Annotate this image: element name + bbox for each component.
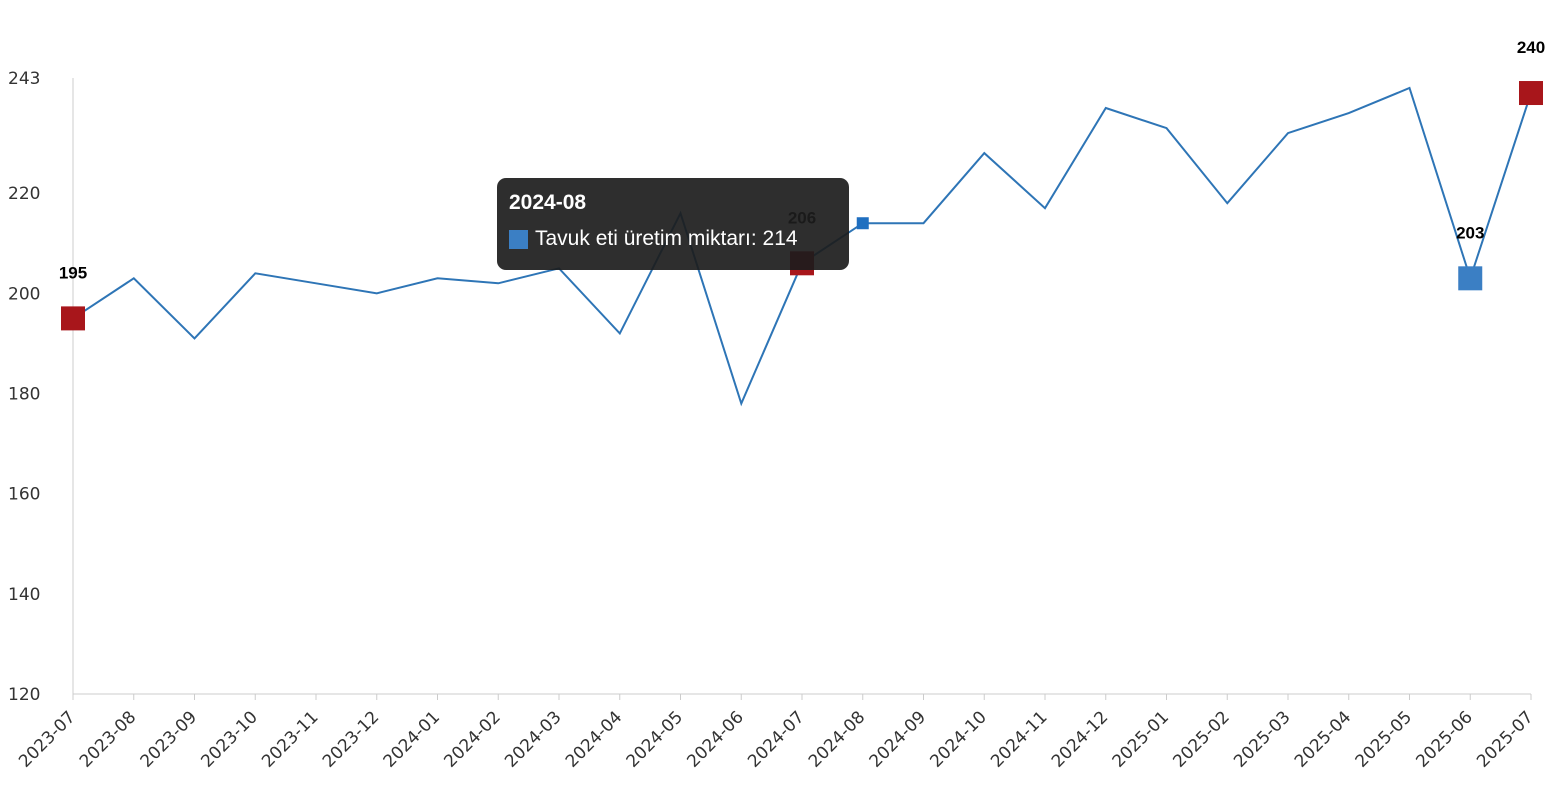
- x-tick-label: 2024-12: [1048, 707, 1112, 771]
- x-tick-label: 2025-03: [1230, 707, 1294, 771]
- tooltip-value-text: Tavuk eti üretim miktarı: 214: [535, 227, 798, 250]
- y-tick-label: 243: [8, 69, 40, 89]
- x-tick-label: 2024-03: [501, 707, 565, 771]
- tooltip-row: Tavuk eti üretim miktarı: 214: [509, 225, 837, 253]
- point-label: 240: [1517, 38, 1545, 57]
- x-tick-label: 2025-04: [1291, 707, 1355, 771]
- highlight-marker: [1519, 81, 1543, 106]
- x-tick-label: 2024-10: [926, 707, 990, 771]
- y-tick-label: 220: [8, 184, 40, 204]
- x-tick-label: 2024-02: [440, 707, 504, 771]
- y-tick-label: 160: [8, 485, 40, 505]
- tooltip-series-swatch: [509, 229, 528, 249]
- x-tick-label: 2024-11: [987, 707, 1051, 771]
- x-tick-label: 2025-06: [1412, 707, 1476, 771]
- x-tick-label: 2024-08: [805, 707, 869, 771]
- axes: [72, 78, 1531, 695]
- x-axis-ticks: 2023-072023-082023-092023-102023-112023-…: [15, 694, 1538, 772]
- x-tick-label: 2023-11: [258, 707, 322, 771]
- y-tick-label: 200: [8, 284, 40, 304]
- x-tick-label: 2023-07: [15, 707, 79, 771]
- x-tick-label: 2025-07: [1473, 707, 1537, 771]
- y-tick-label: 140: [8, 585, 40, 605]
- point-label: 203: [1456, 223, 1484, 242]
- hover-marker-group: [856, 217, 869, 230]
- x-tick-label: 2023-10: [197, 707, 261, 771]
- tooltip: 2024-08 Tavuk eti üretim miktarı: 214: [497, 178, 849, 270]
- x-tick-label: 2025-01: [1109, 707, 1173, 771]
- x-tick-label: 2023-12: [319, 707, 383, 771]
- x-tick-label: 2023-08: [76, 707, 140, 771]
- highlight-marker: [1458, 266, 1483, 291]
- y-tick-label: 120: [8, 685, 40, 705]
- y-tick-label: 180: [8, 385, 40, 405]
- x-tick-label: 2025-05: [1352, 707, 1416, 771]
- highlight-marker: [61, 306, 85, 331]
- x-tick-label: 2024-04: [562, 707, 626, 771]
- x-tick-label: 2024-05: [623, 707, 687, 771]
- x-tick-label: 2025-02: [1169, 707, 1233, 771]
- x-tick-label: 2024-07: [744, 707, 808, 771]
- y-axis-ticks: 120 140 160 180 200 220 243: [8, 69, 40, 705]
- x-tick-label: 2024-01: [380, 707, 444, 771]
- x-tick-label: 2023-09: [137, 707, 201, 771]
- x-tick-label: 2024-09: [866, 707, 930, 771]
- tooltip-title: 2024-08: [509, 191, 587, 214]
- point-label: 195: [59, 263, 87, 282]
- x-tick-label: 2024-06: [683, 707, 747, 771]
- hover-marker: [856, 217, 869, 230]
